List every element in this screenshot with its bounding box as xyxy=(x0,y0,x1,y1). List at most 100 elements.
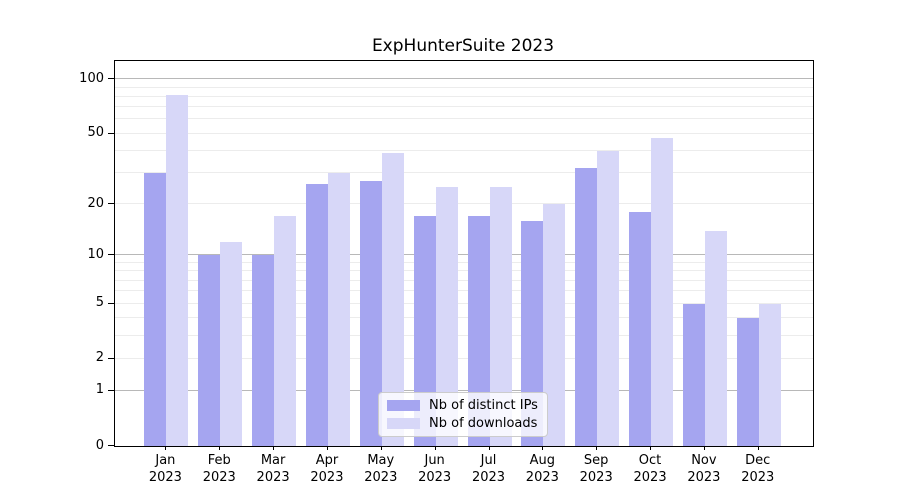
x-tick-apr xyxy=(326,446,328,450)
y-tick-label-10: 10 xyxy=(87,246,104,262)
y-tick-label-2: 2 xyxy=(95,350,104,366)
bar-distinct-ips-jan xyxy=(144,173,167,446)
x-tick-label-aug: Aug 2023 xyxy=(512,452,572,486)
x-tick-label-apr: Apr 2023 xyxy=(297,452,357,486)
bar-distinct-ips-aug xyxy=(521,220,544,446)
bar-distinct-ips-jun xyxy=(413,216,436,446)
bar-downloads-jul xyxy=(489,187,512,446)
y-tick-label-5: 5 xyxy=(95,295,104,311)
bar-downloads-jan xyxy=(166,94,189,446)
legend: Nb of distinct IPs Nb of downloads xyxy=(378,392,548,437)
x-tick-month: Dec xyxy=(745,453,771,468)
x-tick-label-mar: Mar 2023 xyxy=(243,452,303,486)
y-tick-100 xyxy=(108,78,114,80)
y-tick-20 xyxy=(108,203,114,205)
y-tick-0 xyxy=(108,445,114,446)
y-tick-50 xyxy=(108,132,114,134)
x-tick-label-may: May 2023 xyxy=(351,452,411,486)
y-tick-label-0: 0 xyxy=(95,437,104,453)
x-tick-label-sep: Sep 2023 xyxy=(566,452,626,486)
x-tick-year: 2023 xyxy=(633,470,667,485)
plot-area xyxy=(114,60,814,447)
x-tick-label-jan: Jan 2023 xyxy=(135,452,195,486)
y-gridline-minor-9 xyxy=(115,262,813,263)
x-tick-label-jun: Jun 2023 xyxy=(405,452,465,486)
y-gridline-minor-4 xyxy=(115,317,813,319)
y-gridline-minor-7 xyxy=(115,279,813,281)
x-tick-label-jul: Jul 2023 xyxy=(459,452,519,486)
x-tick-month: Aug xyxy=(529,453,556,468)
y-gridline-minor-30 xyxy=(115,172,813,174)
x-tick-year: 2023 xyxy=(687,470,721,485)
y-gridline-minor-40 xyxy=(115,149,813,151)
bar-downloads-jun xyxy=(435,187,458,446)
y-gridline-minor-80 xyxy=(115,95,813,97)
bar-distinct-ips-sep xyxy=(575,168,598,446)
x-tick-month: Jul xyxy=(480,453,497,468)
y-tick-5 xyxy=(108,302,114,304)
bar-downloads-mar xyxy=(274,216,297,446)
x-tick-year: 2023 xyxy=(310,470,344,485)
y-gridline-major-10 xyxy=(115,254,813,256)
y-gridline-major-100 xyxy=(115,78,813,80)
legend-label-downloads: Nb of downloads xyxy=(429,416,538,431)
x-tick-month: Sep xyxy=(583,453,609,468)
y-gridline-minor-8 xyxy=(115,270,813,272)
y-gridline-minor-2 xyxy=(115,357,813,359)
bar-distinct-ips-may xyxy=(359,181,382,446)
bar-distinct-ips-apr xyxy=(305,184,328,446)
y-tick-10 xyxy=(108,254,114,256)
x-tick-month: May xyxy=(367,453,395,468)
x-tick-year: 2023 xyxy=(256,470,290,485)
bar-downloads-sep xyxy=(597,150,620,446)
bar-distinct-ips-dec xyxy=(736,318,759,446)
legend-item-downloads: Nb of downloads xyxy=(387,416,538,431)
x-tick-year: 2023 xyxy=(202,470,236,485)
x-tick-jul xyxy=(488,446,490,450)
x-tick-month: Nov xyxy=(691,453,717,468)
x-tick-oct xyxy=(650,446,652,450)
y-tick-2 xyxy=(108,357,114,359)
x-tick-month: Mar xyxy=(260,453,286,468)
x-tick-year: 2023 xyxy=(418,470,452,485)
bar-downloads-aug xyxy=(543,204,566,446)
y-tick-label-50: 50 xyxy=(87,125,104,140)
x-tick-label-nov: Nov 2023 xyxy=(674,452,734,486)
bar-downloads-nov xyxy=(704,230,727,446)
x-tick-month: Feb xyxy=(207,453,231,468)
bar-distinct-ips-feb xyxy=(198,255,221,446)
y-tick-1 xyxy=(108,389,114,391)
x-tick-jun xyxy=(434,446,436,450)
bar-downloads-may xyxy=(381,152,404,446)
x-tick-month: Jun xyxy=(424,453,445,468)
x-tick-year: 2023 xyxy=(364,470,398,485)
y-gridline-minor-50 xyxy=(115,132,813,134)
x-tick-feb xyxy=(219,446,221,450)
x-tick-jan xyxy=(165,446,167,450)
bar-downloads-apr xyxy=(327,173,350,446)
x-tick-month: Jan xyxy=(155,453,176,468)
bar-distinct-ips-mar xyxy=(252,255,275,446)
bar-downloads-oct xyxy=(651,138,674,446)
x-tick-label-feb: Feb 2023 xyxy=(189,452,249,486)
y-tick-label-20: 20 xyxy=(87,195,104,211)
legend-swatch-downloads xyxy=(387,418,420,429)
y-gridline-minor-6 xyxy=(115,290,813,292)
y-gridline-minor-5 xyxy=(115,302,813,304)
x-tick-label-oct: Oct 2023 xyxy=(620,452,680,486)
x-tick-label-dec: Dec 2023 xyxy=(728,452,788,486)
x-tick-may xyxy=(380,446,382,450)
y-gridline-minor-60 xyxy=(115,118,813,120)
x-tick-dec xyxy=(757,446,759,450)
x-tick-sep xyxy=(596,446,598,450)
y-gridline-minor-70 xyxy=(115,106,813,108)
chart-title: ExpHunterSuite 2023 xyxy=(371,36,555,56)
x-tick-year: 2023 xyxy=(471,470,506,485)
bar-downloads-feb xyxy=(220,242,243,446)
x-tick-mar xyxy=(273,446,275,450)
y-gridline-minor-90 xyxy=(115,86,813,88)
x-tick-year: 2023 xyxy=(579,470,613,485)
x-tick-month: Apr xyxy=(315,453,339,468)
x-tick-nov xyxy=(703,446,705,450)
